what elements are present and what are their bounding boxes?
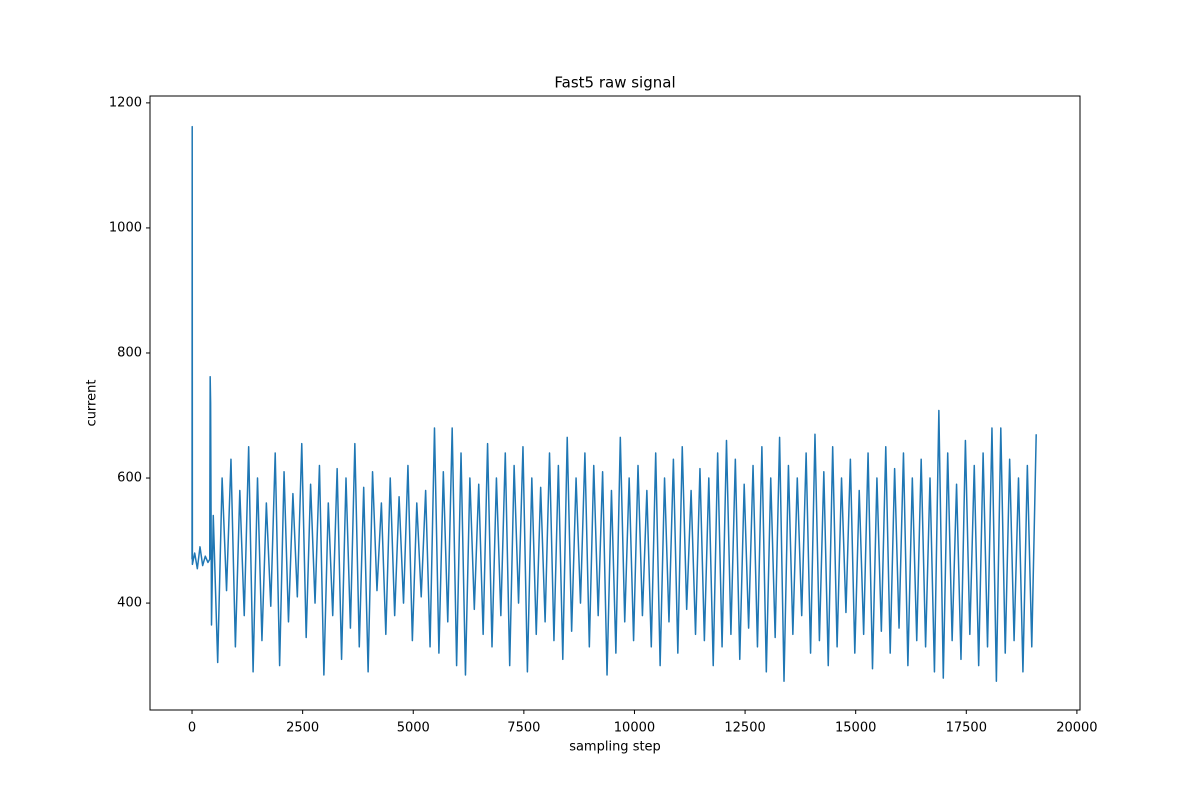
x-tick-label: 5000 [397, 721, 430, 736]
y-tick-label: 600 [117, 471, 142, 486]
x-tick-label: 15000 [835, 721, 876, 736]
chart-title: Fast5 raw signal [554, 74, 675, 92]
x-tick-label: 7500 [507, 721, 540, 736]
x-tick-label: 12500 [724, 721, 765, 736]
y-tick-label: 400 [117, 596, 142, 611]
x-tick-label: 17500 [946, 721, 987, 736]
x-tick-label: 0 [188, 721, 196, 736]
x-axis-label: sampling step [569, 740, 661, 755]
x-tick-label: 10000 [614, 721, 655, 736]
y-tick-label: 800 [117, 345, 142, 360]
x-tick-label: 2500 [286, 721, 319, 736]
x-tick-label: 20000 [1056, 721, 1097, 736]
y-tick-label: 1200 [109, 95, 142, 110]
plot-frame [149, 95, 1081, 711]
signal-line [191, 125, 1037, 682]
y-axis-label: current [85, 380, 100, 427]
y-tick-label: 1000 [109, 220, 142, 235]
